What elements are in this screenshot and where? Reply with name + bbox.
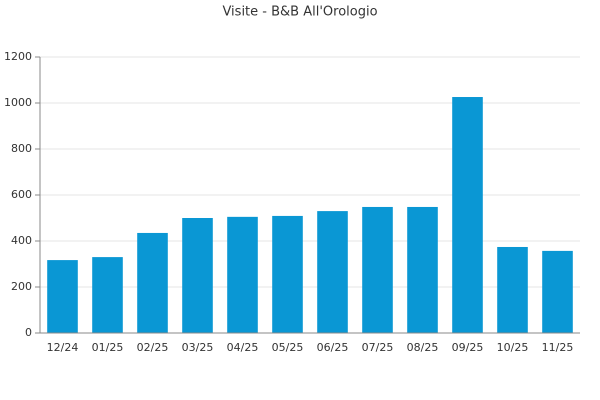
x-tick-label: 08/25	[407, 341, 439, 354]
bar	[272, 215, 303, 333]
bar	[137, 232, 168, 333]
bar	[362, 206, 393, 333]
y-tick-label: 0	[25, 326, 32, 339]
y-tick-label: 1200	[4, 50, 32, 63]
bar	[47, 260, 78, 333]
x-tick-label: 03/25	[182, 341, 214, 354]
bar	[407, 206, 438, 333]
x-tick-label: 01/25	[92, 341, 124, 354]
y-tick-label: 800	[11, 142, 32, 155]
bar	[497, 246, 528, 333]
bar	[182, 218, 213, 333]
x-tick-label: 05/25	[272, 341, 304, 354]
y-tick-label: 1000	[4, 96, 32, 109]
chart-title: Visite - B&B All'Orologio	[222, 5, 377, 20]
x-tick-label: 10/25	[497, 341, 529, 354]
bar	[452, 97, 483, 334]
bar	[92, 257, 123, 333]
y-tick-label: 600	[11, 188, 32, 201]
x-tick-label: 06/25	[317, 341, 349, 354]
y-tick-label: 200	[11, 280, 32, 293]
bar	[227, 216, 258, 333]
bar	[542, 250, 573, 333]
x-tick-label: 07/25	[362, 341, 394, 354]
x-tick-label: 04/25	[227, 341, 259, 354]
x-tick-label: 02/25	[137, 341, 169, 354]
x-tick-label: 12/24	[47, 341, 79, 354]
x-tick-label: 11/25	[542, 341, 574, 354]
x-tick-label: 09/25	[452, 341, 484, 354]
y-tick-label: 400	[11, 234, 32, 247]
bar	[317, 211, 348, 333]
